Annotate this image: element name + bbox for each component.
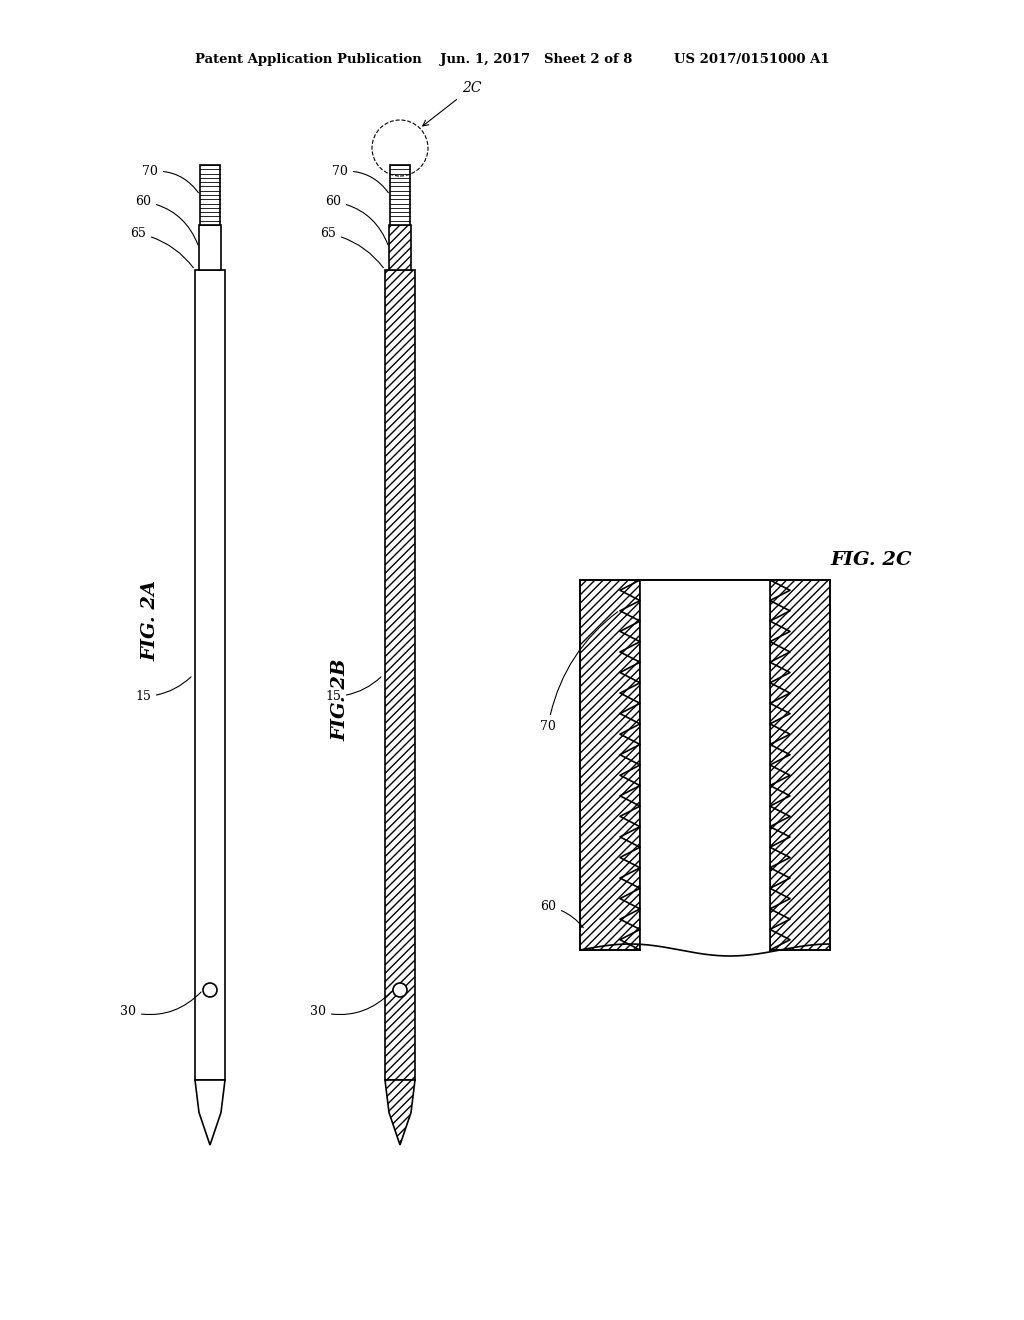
Text: 60: 60 (325, 195, 388, 246)
Text: 2C: 2C (423, 81, 481, 125)
Text: FIG. 2A: FIG. 2A (141, 579, 159, 660)
Text: 70: 70 (540, 611, 617, 733)
Text: 65: 65 (130, 227, 194, 268)
Bar (195, 271, 225, 1080)
Text: 30: 30 (120, 993, 201, 1018)
Bar (390, 165, 410, 224)
Circle shape (203, 983, 217, 997)
Polygon shape (385, 1080, 415, 1144)
Text: 15: 15 (135, 677, 191, 704)
Circle shape (393, 983, 407, 997)
Text: Patent Application Publication    Jun. 1, 2017   Sheet 2 of 8         US 2017/01: Patent Application Publication Jun. 1, 2… (195, 54, 829, 66)
Bar (770, 579, 830, 950)
Text: FIG. 2C: FIG. 2C (830, 550, 911, 569)
Text: 15: 15 (325, 677, 381, 704)
Bar (389, 224, 411, 271)
Bar (200, 165, 220, 224)
Bar (385, 271, 415, 1080)
Text: 60: 60 (135, 195, 198, 246)
Text: 65: 65 (319, 227, 383, 268)
Polygon shape (195, 1080, 225, 1144)
Text: 70: 70 (332, 165, 388, 193)
Text: 70: 70 (142, 165, 199, 193)
Bar (640, 579, 770, 950)
Text: 60: 60 (540, 900, 584, 928)
Text: FIG. 2B: FIG. 2B (331, 659, 349, 742)
Text: 30: 30 (310, 993, 391, 1018)
Bar (199, 224, 221, 271)
Bar (580, 579, 640, 950)
